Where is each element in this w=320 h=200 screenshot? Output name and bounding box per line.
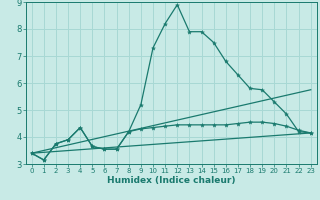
X-axis label: Humidex (Indice chaleur): Humidex (Indice chaleur)	[107, 176, 236, 185]
